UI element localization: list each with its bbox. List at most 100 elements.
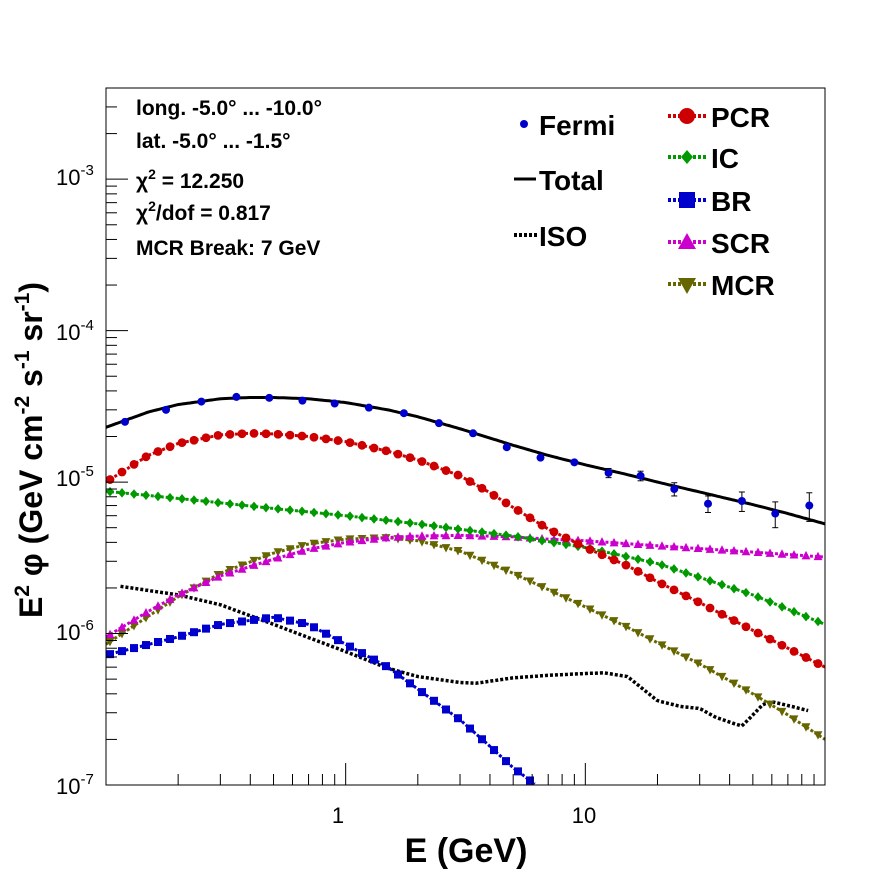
series-marker — [501, 498, 511, 508]
fermi-marker — [364, 403, 373, 412]
fermi-point — [570, 458, 579, 467]
fermi-point — [737, 491, 746, 512]
series-marker — [202, 496, 210, 507]
series-marker — [106, 650, 114, 659]
x-tick-label-1: 1 — [332, 803, 344, 828]
series-marker — [310, 507, 318, 518]
series-marker — [466, 724, 474, 733]
series-marker — [562, 539, 570, 550]
series-marker — [453, 470, 463, 480]
fermi-marker — [636, 471, 645, 480]
series-marker — [645, 540, 655, 549]
series-marker — [669, 585, 679, 595]
series-marker — [322, 508, 330, 519]
series-marker — [729, 679, 739, 689]
series-marker — [213, 572, 223, 581]
series-marker — [514, 532, 522, 542]
fermi-marker — [469, 429, 478, 438]
series-marker — [106, 486, 114, 497]
series-marker — [585, 545, 595, 554]
legend-entry-ic: IC — [668, 143, 739, 174]
series-marker — [274, 504, 282, 514]
fermi-point — [434, 419, 443, 428]
series-marker — [490, 746, 498, 755]
fermi-point — [604, 467, 613, 479]
series-marker — [730, 583, 738, 594]
series-marker — [393, 449, 403, 459]
series-marker — [214, 497, 222, 508]
fermi-marker — [570, 458, 579, 467]
series-marker — [717, 672, 727, 682]
series-marker — [801, 550, 811, 560]
series-marker — [346, 511, 354, 521]
series-marker — [382, 662, 390, 671]
series-marker — [417, 531, 427, 540]
fermi-point — [771, 501, 780, 529]
series-marker — [754, 592, 762, 602]
series-marker — [609, 537, 619, 547]
fermi-point — [162, 405, 171, 414]
fermi-marker — [670, 485, 679, 494]
series-marker — [309, 432, 319, 442]
series-marker — [189, 582, 199, 592]
series-marker — [298, 506, 306, 517]
fermi-point — [670, 482, 679, 497]
fermi-point — [805, 492, 814, 522]
series-marker — [334, 510, 342, 520]
fermi-marker — [265, 393, 274, 402]
series-marker — [790, 606, 798, 617]
fermi-marker — [434, 419, 443, 428]
series-marker — [297, 431, 307, 441]
series-marker — [250, 615, 258, 624]
series-marker — [501, 566, 511, 576]
fermi-point — [265, 393, 274, 402]
fermi-marker — [536, 453, 545, 462]
series-marker — [477, 483, 487, 493]
series-marker — [130, 489, 138, 499]
series-marker — [417, 457, 427, 466]
series-br — [105, 614, 536, 786]
series-marker — [357, 535, 367, 545]
series-marker — [597, 537, 607, 546]
series-marker — [178, 494, 186, 504]
series-marker — [454, 714, 462, 723]
series-marker — [634, 554, 642, 564]
series-marker — [657, 641, 667, 650]
series-marker — [261, 552, 271, 561]
series-marker — [165, 594, 175, 603]
series-marker — [381, 533, 391, 542]
series-marker — [609, 617, 619, 626]
fermi-marker — [197, 397, 206, 406]
series-marker — [693, 543, 703, 553]
series-iso — [120, 584, 809, 728]
series-marker — [622, 551, 630, 562]
series-marker — [633, 539, 643, 548]
series-marker — [201, 577, 211, 586]
series-marker — [369, 443, 379, 453]
series-marker — [465, 551, 475, 561]
series-marker — [526, 533, 534, 544]
series-marker — [441, 466, 451, 475]
series-marker — [381, 446, 391, 456]
series-marker — [201, 433, 211, 443]
series-marker — [285, 549, 295, 559]
series-marker — [273, 429, 283, 439]
series-marker — [226, 619, 234, 628]
svg-text:PCR: PCR — [711, 102, 770, 133]
series-marker — [526, 776, 534, 785]
series-marker — [142, 641, 150, 650]
series-marker — [525, 577, 535, 586]
series-marker — [813, 659, 823, 668]
series-marker — [274, 614, 282, 623]
series-marker — [225, 568, 235, 577]
legend-entry-br: BR — [668, 186, 751, 217]
series-marker — [742, 587, 750, 598]
series-marker — [478, 527, 486, 537]
series-marker — [406, 679, 414, 688]
series-marker — [466, 525, 474, 536]
series-marker — [682, 568, 690, 578]
series-line-mcr — [105, 536, 826, 741]
series-marker — [657, 579, 667, 589]
series-marker — [430, 696, 438, 705]
series-marker — [333, 436, 343, 445]
